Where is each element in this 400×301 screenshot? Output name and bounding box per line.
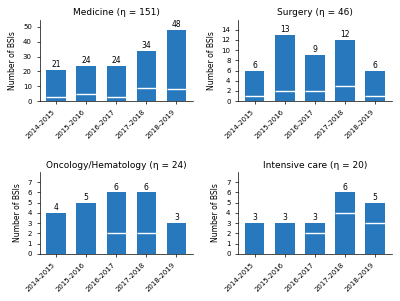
Bar	[335, 193, 355, 254]
Text: 24: 24	[112, 56, 121, 64]
Text: 6: 6	[144, 182, 149, 191]
Text: 3: 3	[174, 213, 179, 222]
Bar	[275, 35, 294, 101]
Text: 13: 13	[280, 25, 290, 34]
Text: 21: 21	[51, 60, 61, 69]
Bar	[245, 70, 264, 101]
Text: 12: 12	[340, 30, 350, 39]
Text: 6: 6	[342, 182, 348, 191]
Text: 3: 3	[252, 213, 257, 222]
Title: Intensive care (η = 20): Intensive care (η = 20)	[263, 161, 367, 170]
Text: 3: 3	[282, 213, 287, 222]
Bar	[106, 193, 126, 254]
Text: 6: 6	[114, 182, 119, 191]
Title: Medicine (η = 151): Medicine (η = 151)	[73, 8, 160, 17]
Text: 5: 5	[373, 193, 378, 202]
Text: 48: 48	[172, 20, 181, 29]
Bar	[46, 70, 66, 101]
Title: Surgery (η = 46): Surgery (η = 46)	[277, 8, 353, 17]
Bar	[275, 223, 294, 254]
Bar	[305, 223, 325, 254]
Y-axis label: Number of BSIs: Number of BSIs	[8, 31, 17, 90]
Title: Oncology/Hematology (η = 24): Oncology/Hematology (η = 24)	[46, 161, 187, 170]
Bar	[335, 40, 355, 101]
Bar	[76, 66, 96, 101]
Bar	[305, 55, 325, 101]
Bar	[245, 223, 264, 254]
Bar	[167, 30, 186, 101]
Y-axis label: Number of BSIs: Number of BSIs	[207, 31, 216, 90]
Text: 4: 4	[54, 203, 58, 212]
Text: 6: 6	[252, 61, 257, 70]
Y-axis label: Number of BSIs: Number of BSIs	[13, 184, 22, 242]
Text: 24: 24	[81, 56, 91, 64]
Text: 3: 3	[312, 213, 317, 222]
Bar	[106, 66, 126, 101]
Text: 34: 34	[142, 41, 151, 50]
Bar	[137, 193, 156, 254]
Bar	[137, 51, 156, 101]
Text: 6: 6	[373, 61, 378, 70]
Text: 5: 5	[84, 193, 89, 202]
Text: 9: 9	[312, 45, 317, 54]
Bar	[76, 203, 96, 254]
Bar	[365, 70, 385, 101]
Bar	[46, 213, 66, 254]
Y-axis label: Number of BSIs: Number of BSIs	[212, 184, 220, 242]
Bar	[365, 203, 385, 254]
Bar	[167, 223, 186, 254]
